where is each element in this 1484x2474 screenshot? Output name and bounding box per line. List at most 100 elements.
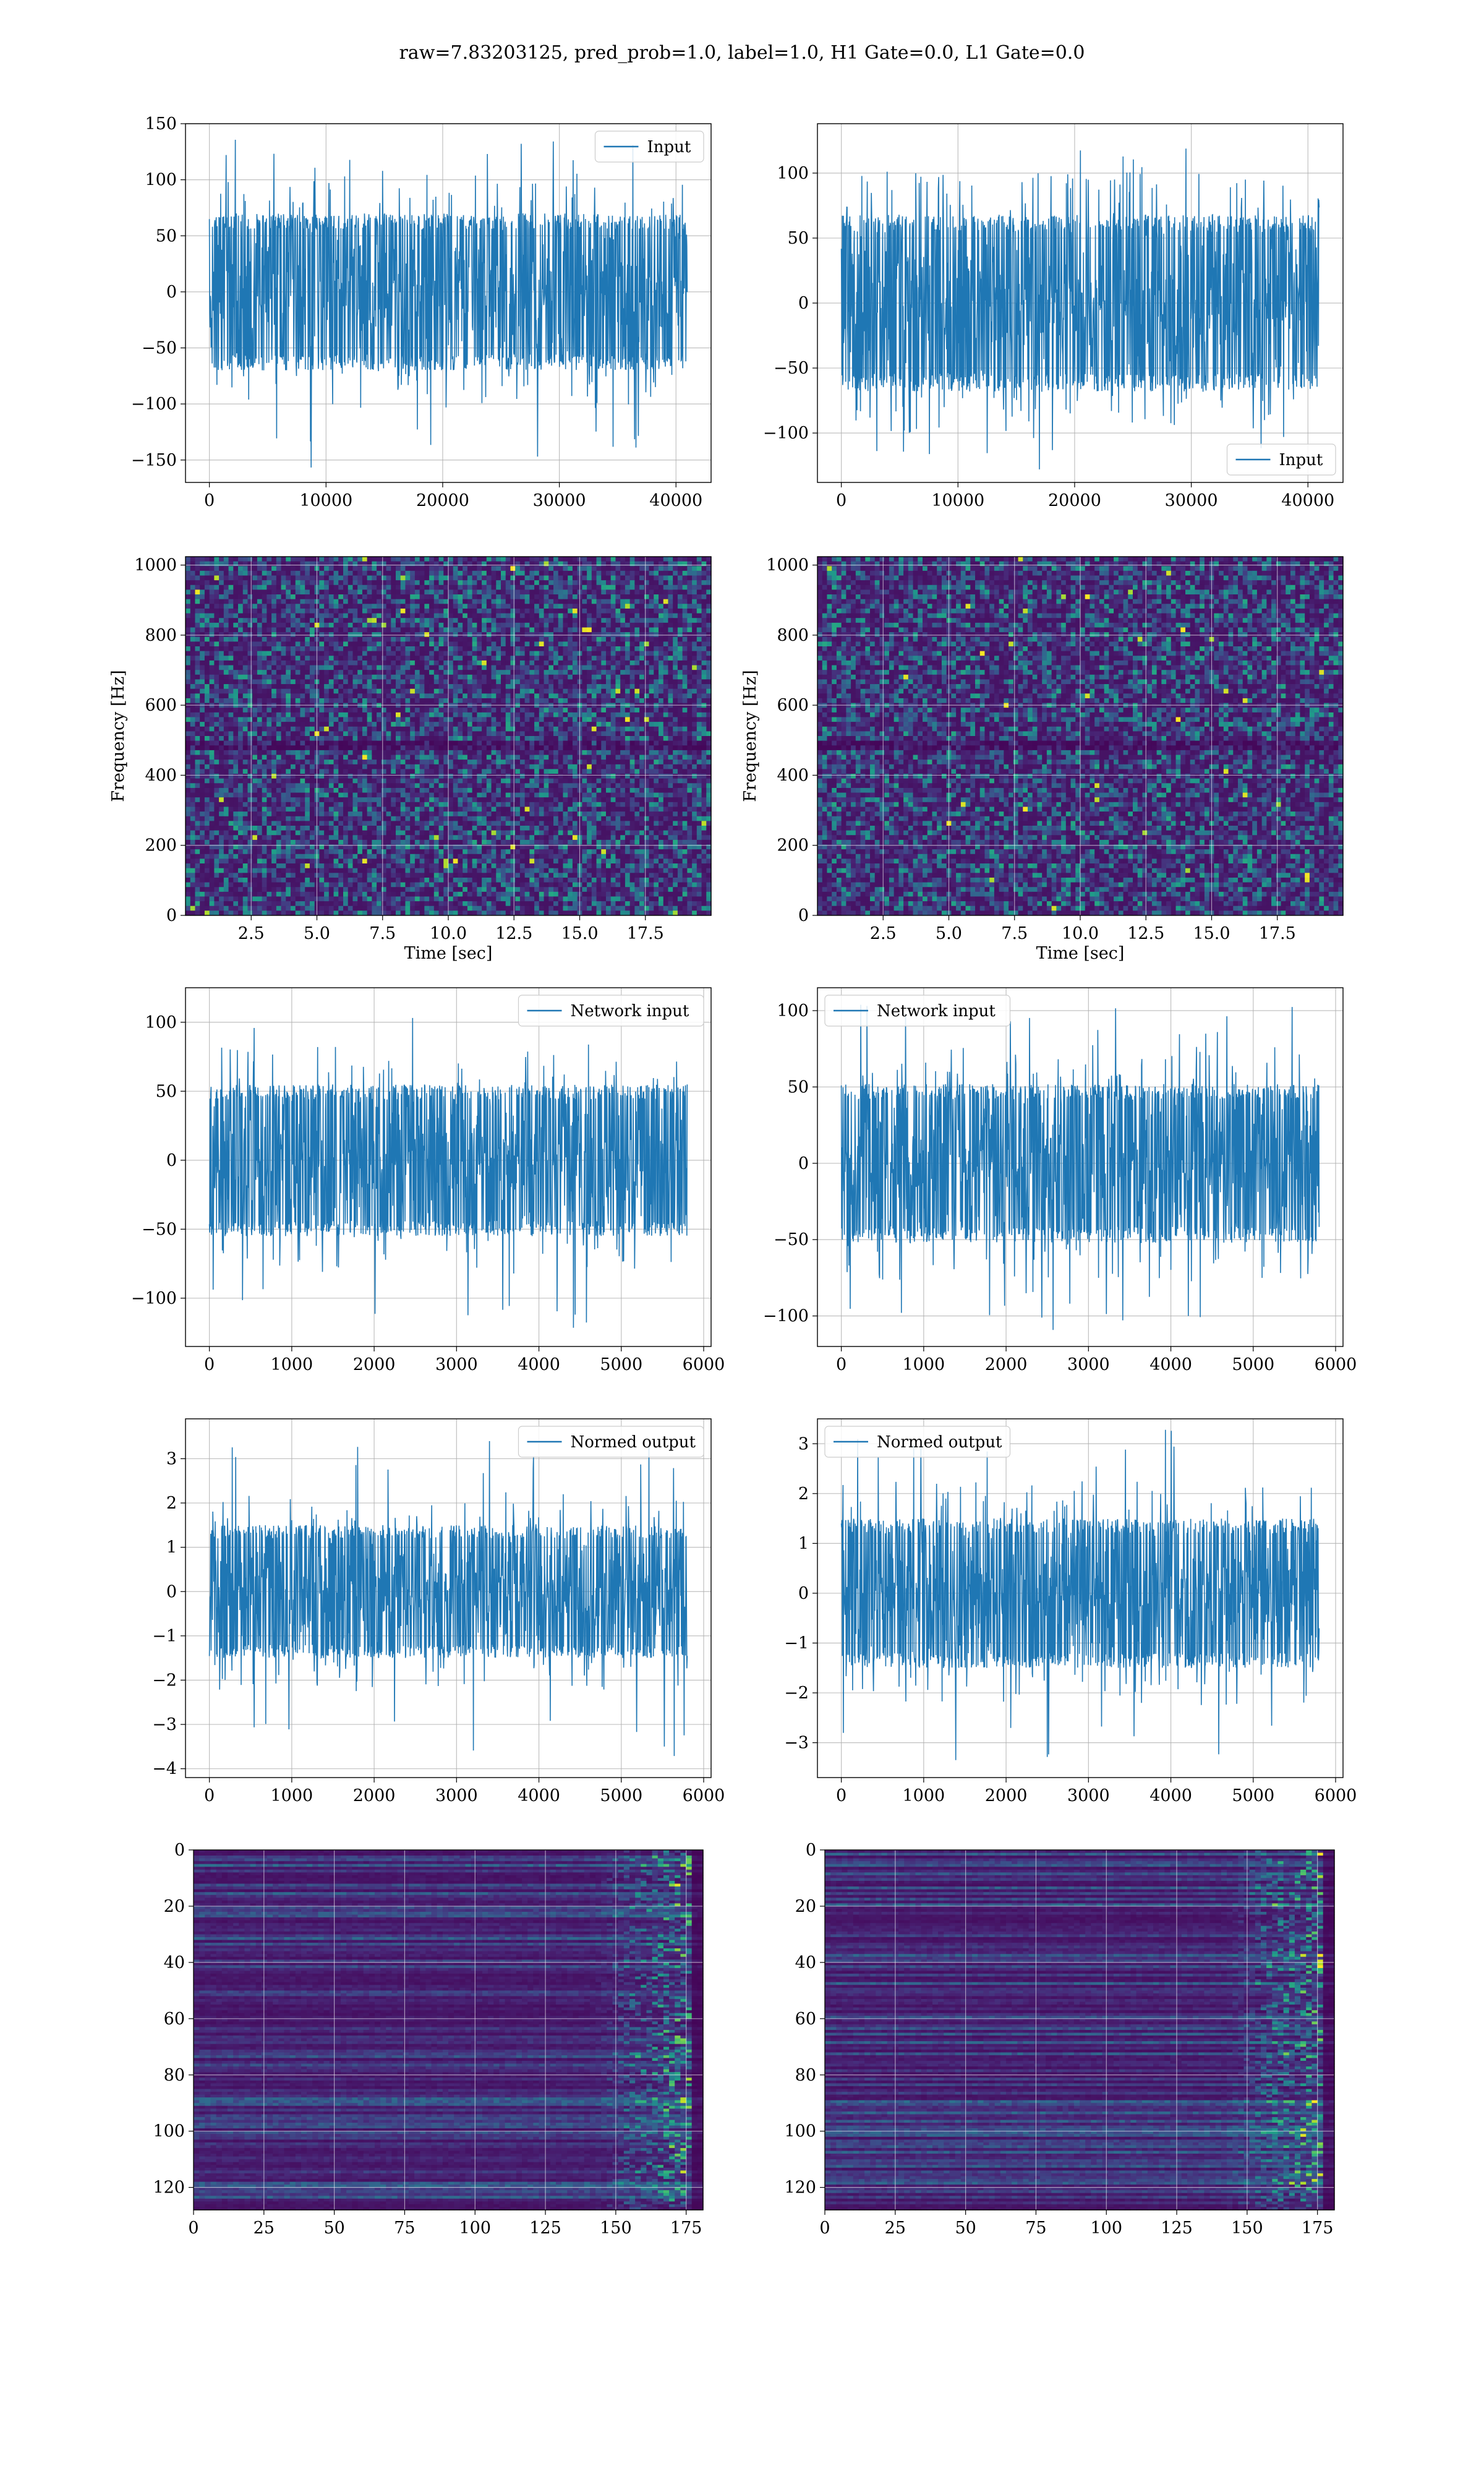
x-tick-label: 150: [600, 2219, 632, 2238]
x-tick-label: 0: [204, 491, 215, 510]
y-tick-label: 50: [788, 229, 809, 248]
x-tick-label: 3000: [435, 1355, 478, 1374]
x-tick-label: 3000: [435, 1786, 478, 1805]
x-tick-label: 0: [204, 1355, 215, 1374]
y-tick-label: −1: [152, 1627, 177, 1646]
x-tick-label: 0: [836, 1355, 846, 1374]
y-tick-label: 60: [795, 2010, 816, 2029]
h1-network-input-panel: 0 1000 2000 3000 4000 5000 6000−100−50050100Ne…: [131, 988, 725, 1374]
signal-series-line: [210, 1018, 688, 1328]
legend-label: Input: [647, 138, 691, 156]
y-tick-label: 40: [795, 1953, 816, 1972]
x-tick-label: 100: [459, 2219, 491, 2238]
y-tick-label: 100: [145, 171, 177, 190]
x-tick-label: 1000: [271, 1355, 313, 1374]
y-tick-label: 20: [795, 1897, 816, 1916]
y-tick-label: 0: [166, 1582, 177, 1601]
x-tick-label: 5000: [600, 1355, 642, 1374]
y-tick-label: −150: [131, 451, 177, 470]
x-tick-label: 100: [1090, 2219, 1122, 2238]
h1-input-timeseries-panel: 0 10000 20000 30000 40000−150−100−5005010015…: [131, 114, 711, 510]
x-tick-label: 5000: [1232, 1786, 1274, 1805]
y-tick-label: 0: [806, 1841, 816, 1860]
y-tick-label: 200: [145, 836, 177, 855]
x-tick-label: 150: [1231, 2219, 1263, 2238]
y-tick-label: −1: [784, 1634, 809, 1653]
x-tick-label: 4000: [1149, 1355, 1192, 1374]
x-tick-label: 1000: [903, 1355, 945, 1374]
x-tick-label: 5.0: [936, 924, 962, 943]
x-tick-label: 40000: [1281, 491, 1334, 510]
y-tick-label: 100: [777, 1001, 809, 1021]
y-tick-label: 0: [166, 283, 177, 302]
y-tick-label: 1: [798, 1534, 809, 1553]
y-tick-label: 120: [153, 2178, 185, 2198]
l1-spectrogram-panel: 2.5 5.0 7.5 10.0 12.5 15.0 17.5020040060080010…: [741, 556, 1344, 963]
x-tick-label: 25: [254, 2219, 275, 2238]
x-tick-label: 175: [1302, 2219, 1334, 2238]
y-axis-label: Frequency [Hz]: [741, 670, 760, 802]
x-tick-label: 125: [1161, 2219, 1193, 2238]
signal-series-line: [842, 1005, 1320, 1330]
y-tick-label: 100: [784, 2122, 816, 2141]
signal-series-line: [842, 1430, 1320, 1760]
x-tick-label: 15.0: [561, 924, 598, 943]
signal-series-line: [210, 140, 688, 468]
y-tick-label: 0: [798, 1584, 809, 1603]
y-tick-label: −4: [152, 1760, 177, 1779]
x-tick-label: 4000: [1149, 1786, 1192, 1805]
x-tick-label: 20000: [416, 491, 469, 510]
y-tick-label: 120: [784, 2178, 816, 2198]
y-tick-label: 600: [777, 696, 809, 715]
y-tick-label: 20: [164, 1897, 185, 1916]
y-tick-label: 1000: [766, 556, 809, 575]
x-tick-label: 10000: [299, 491, 352, 510]
x-tick-label: 40000: [649, 491, 702, 510]
y-tick-label: −2: [784, 1684, 809, 1703]
y-tick-label: 100: [153, 2122, 185, 2141]
x-tick-label: 2000: [985, 1786, 1028, 1805]
y-tick-label: 1: [166, 1538, 177, 1557]
x-tick-label: 4000: [518, 1355, 560, 1374]
y-tick-label: 150: [145, 114, 177, 134]
x-tick-label: 25: [885, 2219, 906, 2238]
x-tick-label: 2000: [985, 1355, 1028, 1374]
y-tick-label: 3: [166, 1449, 177, 1468]
y-tick-label: −3: [784, 1734, 809, 1753]
x-tick-label: 10.0: [1062, 924, 1099, 943]
y-tick-label: 2: [166, 1494, 177, 1513]
x-tick-label: 1000: [271, 1786, 313, 1805]
legend: Input: [595, 131, 704, 162]
y-tick-label: 50: [156, 226, 177, 246]
y-tick-label: −100: [131, 395, 177, 414]
x-tick-label: 0: [819, 2219, 830, 2238]
y-tick-label: 50: [156, 1082, 177, 1101]
x-axis-label: Time [sec]: [1036, 944, 1125, 963]
signal-series-line: [842, 148, 1320, 469]
y-tick-label: 80: [795, 2066, 816, 2085]
y-tick-label: −100: [131, 1289, 177, 1308]
x-tick-label: 1000: [903, 1786, 945, 1805]
y-tick-label: 600: [145, 696, 177, 715]
x-tick-label: 20000: [1048, 491, 1101, 510]
y-tick-label: −50: [142, 339, 177, 358]
x-tick-label: 0: [204, 1786, 215, 1805]
x-tick-label: 10000: [931, 491, 984, 510]
x-tick-label: 50: [955, 2219, 976, 2238]
legend-label: Network input: [571, 1002, 689, 1021]
x-tick-label: 175: [670, 2219, 702, 2238]
x-tick-label: 6000: [683, 1786, 725, 1805]
x-tick-label: 3000: [1067, 1786, 1110, 1805]
legend: Network input: [519, 995, 704, 1026]
x-tick-label: 5000: [600, 1786, 642, 1805]
y-tick-label: −50: [774, 359, 809, 378]
x-tick-label: 7.5: [1001, 924, 1028, 943]
y-tick-label: 200: [777, 836, 809, 855]
y-tick-label: −2: [152, 1671, 177, 1690]
y-tick-label: 1000: [134, 556, 177, 575]
x-tick-label: 0: [836, 1786, 846, 1805]
